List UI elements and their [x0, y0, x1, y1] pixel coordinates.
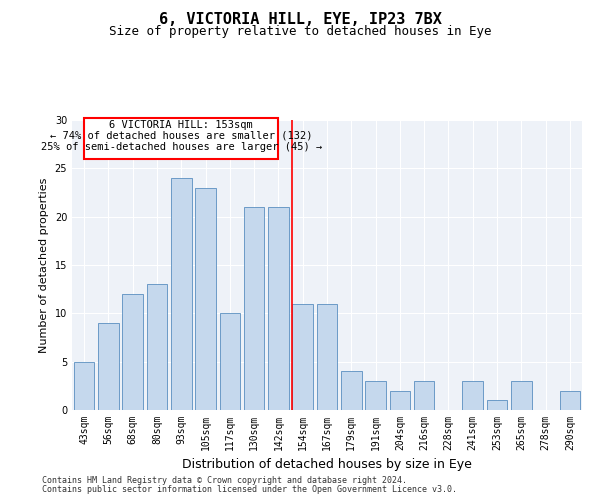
Bar	[463, 381, 483, 410]
Bar	[244, 207, 265, 410]
Bar	[511, 381, 532, 410]
Bar	[171, 178, 191, 410]
Text: 6, VICTORIA HILL, EYE, IP23 7BX: 6, VICTORIA HILL, EYE, IP23 7BX	[158, 12, 442, 28]
Bar	[268, 207, 289, 410]
Y-axis label: Number of detached properties: Number of detached properties	[39, 178, 49, 352]
Bar	[74, 362, 94, 410]
Bar	[560, 390, 580, 410]
Bar	[389, 390, 410, 410]
Bar	[195, 188, 216, 410]
Text: Contains HM Land Registry data © Crown copyright and database right 2024.: Contains HM Land Registry data © Crown c…	[42, 476, 407, 485]
Text: 25% of semi-detached houses are larger (45) →: 25% of semi-detached houses are larger (…	[41, 142, 322, 152]
Bar	[365, 381, 386, 410]
Bar	[292, 304, 313, 410]
Bar	[317, 304, 337, 410]
Bar	[146, 284, 167, 410]
Bar	[122, 294, 143, 410]
Text: ← 74% of detached houses are smaller (132): ← 74% of detached houses are smaller (13…	[50, 131, 313, 141]
Bar	[414, 381, 434, 410]
Bar	[341, 372, 362, 410]
Text: Contains public sector information licensed under the Open Government Licence v3: Contains public sector information licen…	[42, 485, 457, 494]
Text: Size of property relative to detached houses in Eye: Size of property relative to detached ho…	[109, 25, 491, 38]
Bar	[220, 314, 240, 410]
X-axis label: Distribution of detached houses by size in Eye: Distribution of detached houses by size …	[182, 458, 472, 471]
Bar	[487, 400, 508, 410]
Bar	[98, 323, 119, 410]
Text: 6 VICTORIA HILL: 153sqm: 6 VICTORIA HILL: 153sqm	[109, 120, 253, 130]
